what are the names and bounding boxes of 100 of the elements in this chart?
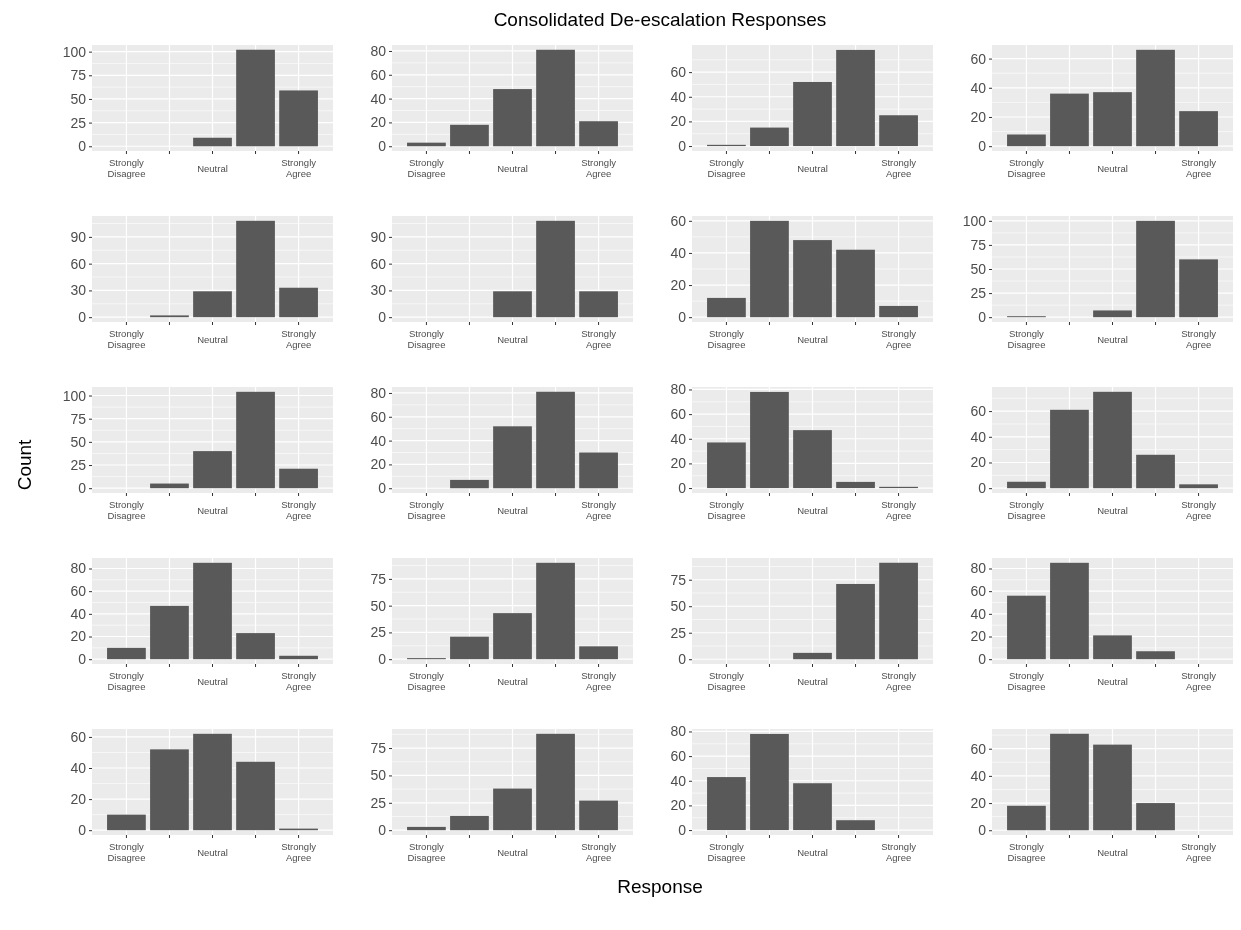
y-tick-label: 100 xyxy=(962,212,987,229)
y-tick-label: 50 xyxy=(970,260,987,277)
bar xyxy=(107,814,146,831)
bar xyxy=(1007,481,1046,489)
bar xyxy=(836,820,875,831)
bar xyxy=(1093,635,1132,660)
bar xyxy=(236,49,275,147)
bar xyxy=(1050,733,1089,831)
y-tick-label: 60 xyxy=(670,64,687,81)
y-tick-label: 40 xyxy=(370,432,387,449)
y-tick-label: 60 xyxy=(670,212,687,229)
x-tick-label: Strongly Disagree xyxy=(1007,670,1046,692)
bar xyxy=(493,89,532,147)
y-tick-label: 0 xyxy=(378,309,387,326)
bar xyxy=(1007,595,1046,660)
x-tick-label: Neutral xyxy=(797,847,828,858)
y-tick-label: 0 xyxy=(378,822,387,839)
x-tick-label: Neutral xyxy=(1097,676,1128,687)
bar xyxy=(836,49,875,147)
bar xyxy=(450,815,489,831)
y-tick-label: 0 xyxy=(378,480,387,497)
y-tick-label: 90 xyxy=(370,228,387,245)
x-tick-label: Strongly Agree xyxy=(581,328,617,350)
x-tick-label: Strongly Disagree xyxy=(407,328,446,350)
bar xyxy=(193,562,232,660)
y-tick-label: 80 xyxy=(670,723,687,740)
x-tick-label: Strongly Disagree xyxy=(107,670,146,692)
bar xyxy=(750,220,789,318)
y-tick-label: 80 xyxy=(370,384,387,401)
y-tick-label: 75 xyxy=(370,570,387,587)
x-tick-label: Neutral xyxy=(797,163,828,174)
bar xyxy=(450,636,489,660)
bar xyxy=(1050,562,1089,660)
y-tick-label: 20 xyxy=(970,454,987,471)
bar xyxy=(193,733,232,831)
x-tick-label: Neutral xyxy=(197,676,228,687)
x-tick-label: Strongly Disagree xyxy=(407,670,446,692)
y-tick-label: 20 xyxy=(370,456,387,473)
y-tick-label: 40 xyxy=(670,244,687,261)
bar xyxy=(493,788,532,831)
x-tick-label: Neutral xyxy=(797,676,828,687)
bar xyxy=(450,124,489,147)
bar xyxy=(236,633,275,660)
bar xyxy=(493,426,532,489)
bar xyxy=(1050,93,1089,147)
bar xyxy=(236,391,275,489)
x-tick-label: Strongly Disagree xyxy=(707,328,746,350)
y-tick-label: 40 xyxy=(970,428,987,445)
y-tick-label: 0 xyxy=(978,822,987,839)
y-tick-label: 0 xyxy=(678,480,687,497)
y-tick-label: 40 xyxy=(70,605,87,622)
bar xyxy=(1136,803,1175,831)
bar xyxy=(793,652,832,660)
y-tick-label: 100 xyxy=(62,43,87,60)
y-tick-label: 50 xyxy=(70,90,87,107)
y-tick-label: 40 xyxy=(670,88,687,105)
x-tick-label: Strongly Disagree xyxy=(107,841,146,863)
y-tick-label: 25 xyxy=(970,285,987,302)
y-tick-label: 40 xyxy=(970,605,987,622)
bar xyxy=(1007,805,1046,831)
bar xyxy=(279,287,318,318)
x-tick-label: Neutral xyxy=(497,163,528,174)
bar xyxy=(236,761,275,831)
x-tick-label: Strongly Agree xyxy=(881,841,917,863)
y-tick-label: 40 xyxy=(670,430,687,447)
y-tick-label: 60 xyxy=(70,728,87,745)
x-tick-label: Neutral xyxy=(197,505,228,516)
y-tick-label: 0 xyxy=(78,822,87,839)
x-tick-label: Strongly Disagree xyxy=(1007,328,1046,350)
x-tick-label: Neutral xyxy=(497,334,528,345)
x-tick-label: Strongly Agree xyxy=(281,499,317,521)
bar xyxy=(1136,49,1175,147)
x-tick-label: Strongly Agree xyxy=(581,499,617,521)
x-tick-label: Neutral xyxy=(1097,505,1128,516)
y-tick-label: 0 xyxy=(378,138,387,155)
y-tick-label: 25 xyxy=(70,114,87,131)
bar xyxy=(793,240,832,318)
y-tick-label: 75 xyxy=(70,410,87,427)
y-tick-label: 20 xyxy=(970,108,987,125)
bar xyxy=(707,442,746,489)
bar xyxy=(879,115,918,147)
x-tick-label: Strongly Disagree xyxy=(1007,841,1046,863)
y-tick-label: 75 xyxy=(970,236,987,253)
y-tick-label: 0 xyxy=(678,309,687,326)
x-tick-label: Neutral xyxy=(1097,847,1128,858)
x-tick-label: Strongly Agree xyxy=(1181,328,1217,350)
bar xyxy=(1093,744,1132,831)
x-tick-label: Strongly Agree xyxy=(281,157,317,179)
bar xyxy=(1093,310,1132,318)
x-tick-label: Strongly Disagree xyxy=(707,157,746,179)
y-tick-label: 80 xyxy=(70,560,87,577)
x-tick-label: Neutral xyxy=(797,505,828,516)
y-tick-label: 20 xyxy=(70,791,87,808)
bar xyxy=(879,562,918,660)
x-tick-label: Strongly Agree xyxy=(281,328,317,350)
y-tick-label: 0 xyxy=(678,138,687,155)
y-tick-label: 0 xyxy=(978,480,987,497)
y-tick-label: 80 xyxy=(970,560,987,577)
x-tick-label: Strongly Agree xyxy=(281,670,317,692)
bar xyxy=(1007,134,1046,147)
